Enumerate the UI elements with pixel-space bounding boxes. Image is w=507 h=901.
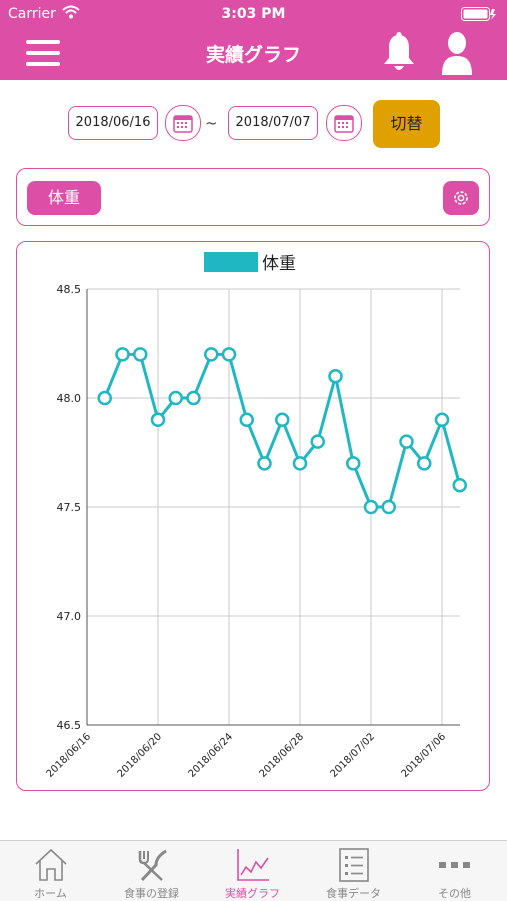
app-header: Carrier 3:03 PM 実績グラフ — [0, 0, 507, 80]
date-range-row: 2018/06/16 ~ 2018/07/07 切替 — [0, 100, 507, 150]
tab-label: その他 — [438, 887, 471, 900]
home-icon — [35, 848, 67, 881]
tab-meal-data[interactable]: 食事データ — [303, 841, 404, 901]
tab-more[interactable]: その他 — [404, 841, 505, 901]
chart-card: 体重 48.5 48.0 47.5 47.0 46.5 2018/06/16 2018/06/… — [16, 241, 490, 791]
gear-icon — [454, 191, 468, 205]
data-point — [275, 412, 290, 428]
tab-bar: ホーム 食事の登録 実績グラフ 食事データ その他 — [0, 840, 507, 901]
data-point — [150, 412, 166, 428]
x-tick-label: 2018/07/02 — [329, 731, 378, 780]
y-tick-label: 47.5 — [57, 501, 82, 514]
tab-meal-register[interactable]: 食事の登録 — [101, 841, 202, 901]
data-point — [186, 390, 201, 406]
calendar-icon — [173, 115, 193, 133]
y-tick-label: 46.5 — [57, 719, 82, 732]
user-profile-icon[interactable] — [440, 30, 474, 76]
end-date-field[interactable]: 2018/07/07 — [228, 106, 318, 140]
x-tick-label: 2018/06/24 — [187, 731, 236, 780]
chart-icon — [237, 849, 269, 881]
y-tick-label: 47.0 — [57, 610, 82, 623]
data-point — [452, 477, 467, 493]
legend-swatch — [204, 252, 258, 272]
data-point — [221, 347, 237, 362]
carrier-label: Carrier — [8, 6, 56, 22]
settings-button[interactable] — [443, 181, 479, 215]
data-point — [417, 456, 432, 471]
tab-label: 実績グラフ — [225, 887, 280, 900]
data-point — [310, 434, 325, 449]
end-calendar-button[interactable] — [326, 105, 362, 141]
tab-home[interactable]: ホーム — [0, 841, 101, 901]
start-date-field[interactable]: 2018/06/16 — [68, 106, 158, 140]
y-tick-label: 48.5 — [57, 283, 82, 296]
metric-weight-button[interactable]: 体重 — [27, 181, 101, 215]
data-point — [168, 390, 183, 406]
status-time: 3:03 PM — [221, 6, 286, 22]
data-point — [204, 347, 219, 362]
tab-label: 食事データ — [326, 887, 381, 900]
nav-bar: 実績グラフ — [0, 28, 507, 80]
data-point — [346, 456, 361, 471]
y-tick-label: 48.0 — [57, 392, 82, 405]
tab-label: 食事の登録 — [124, 887, 179, 900]
legend-label: 体重 — [262, 254, 296, 274]
metric-selector: 体重 — [16, 168, 490, 226]
x-tick-label: 2018/07/06 — [400, 731, 449, 780]
data-point — [381, 499, 396, 515]
calendar-icon — [334, 115, 354, 133]
range-separator: ~ — [205, 114, 218, 132]
hamburger-menu-icon[interactable] — [26, 40, 60, 68]
fork-knife-icon — [138, 849, 167, 882]
data-point — [133, 347, 148, 362]
list-icon — [339, 848, 369, 882]
data-point — [239, 412, 254, 428]
data-point — [399, 434, 414, 449]
bell-icon[interactable] — [380, 32, 418, 76]
tab-results-graph[interactable]: 実績グラフ — [202, 841, 303, 901]
page-title: 実績グラフ — [205, 44, 301, 66]
x-tick-label: 2018/06/16 — [45, 731, 94, 780]
x-tick-label: 2018/06/28 — [258, 731, 307, 780]
status-bar: Carrier 3:03 PM — [0, 0, 507, 28]
data-point — [363, 499, 379, 515]
data-point — [328, 368, 343, 384]
battery-icon — [461, 7, 496, 21]
start-calendar-button[interactable] — [165, 105, 201, 141]
data-point — [97, 390, 112, 406]
data-point — [292, 456, 308, 471]
more-icon — [439, 862, 470, 868]
tab-label: ホーム — [34, 887, 67, 900]
data-point — [434, 412, 450, 428]
switch-button[interactable]: 切替 — [373, 100, 440, 148]
data-point — [115, 347, 130, 362]
data-point — [257, 456, 272, 471]
x-tick-label: 2018/06/20 — [116, 731, 165, 780]
wifi-icon — [62, 5, 80, 19]
